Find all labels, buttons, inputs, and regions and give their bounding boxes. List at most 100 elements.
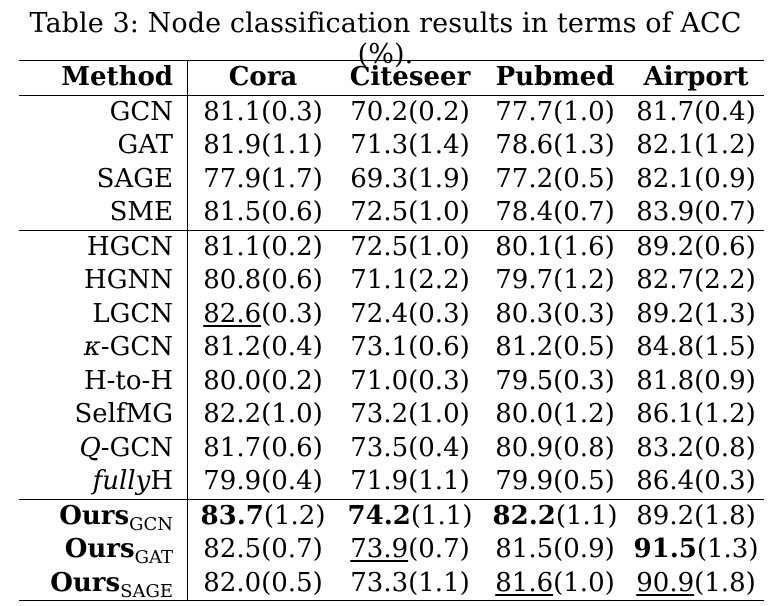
pubmed-cell: 82.2(1.1): [482, 499, 628, 533]
pubmed-cell: 77.7(1.0): [495, 96, 615, 127]
citeseer-cell: 73.1(0.6): [350, 332, 470, 362]
method-cell: SelfMG: [19, 398, 188, 432]
method-cell: OursSAGE: [19, 566, 188, 602]
best-value: 83.7: [200, 500, 264, 531]
cora-cell: 82.0(0.5): [203, 567, 323, 598]
pubmed-cell: 78.4(0.7): [495, 197, 615, 227]
cora-cell: 82.6(0.3): [188, 298, 339, 332]
method-suffix: -GCN: [100, 332, 173, 362]
std-value: (1.0): [553, 567, 615, 598]
second-best-value: 81.6: [495, 567, 554, 598]
table-row: Q-GCN 81.7(0.6) 73.5(0.4) 80.9(0.8) 83.2…: [19, 431, 764, 465]
citeseer-cell: 74.2(1.1): [338, 499, 482, 533]
best-value: 74.2: [347, 500, 411, 531]
pubmed-cell: 79.7(1.2): [495, 265, 615, 295]
pubmed-cell: 79.9(0.5): [495, 466, 615, 496]
cora-cell: 81.2(0.4): [203, 332, 323, 362]
airport-cell: 82.1(0.9): [636, 163, 756, 194]
std-value: (1.2): [263, 500, 326, 531]
second-best-value: 90.9: [636, 567, 695, 598]
table-row: SAGE 77.9(1.7) 69.3(1.9) 77.2(0.5) 82.1(…: [19, 162, 764, 196]
citeseer-cell: 70.2(0.2): [350, 96, 470, 127]
header-pubmed: Pubmed: [495, 62, 615, 92]
pubmed-cell: 80.0(1.2): [495, 399, 615, 429]
citeseer-cell: 73.9(0.7): [338, 533, 482, 567]
header-cora: Cora: [228, 62, 298, 92]
pubmed-cell: 81.6(1.0): [482, 567, 628, 601]
method-cell: fullyH: [19, 465, 188, 499]
cora-cell: 80.8(0.6): [203, 265, 323, 295]
method-subscript: GAT: [134, 547, 173, 568]
method-symbol: Q: [79, 432, 101, 463]
method-cell: SME: [19, 196, 188, 230]
best-value: 91.5: [633, 534, 697, 564]
airport-cell: 89.2(0.6): [636, 231, 756, 262]
airport-cell: 89.2(1.8): [636, 500, 756, 531]
cora-cell: 81.1(0.3): [203, 96, 323, 127]
airport-cell: 86.4(0.3): [636, 466, 756, 496]
airport-cell: 83.9(0.7): [636, 197, 756, 227]
table-row: HGCN 81.1(0.2) 72.5(1.0) 80.1(1.6) 89.2(…: [19, 230, 764, 264]
method-cell: OursGCN: [19, 499, 188, 533]
airport-cell: 83.2(0.8): [636, 432, 756, 463]
std-value: (0.7): [408, 534, 470, 564]
cora-cell: 82.5(0.7): [203, 534, 323, 564]
pubmed-cell: 81.5(0.9): [495, 534, 615, 564]
airport-cell: 86.1(1.2): [636, 399, 756, 429]
std-value: (1.1): [410, 500, 473, 531]
airport-cell: 81.8(0.9): [636, 365, 756, 396]
cora-cell: 77.9(1.7): [203, 163, 323, 194]
airport-cell: 89.2(1.3): [636, 298, 756, 329]
pubmed-cell: 77.2(0.5): [495, 163, 615, 194]
pubmed-cell: 81.2(0.5): [495, 332, 615, 362]
method-name: Ours: [50, 567, 121, 598]
citeseer-cell: 72.5(1.0): [350, 197, 470, 227]
method-subscript: SAGE: [120, 580, 173, 602]
method-name: Ours: [59, 500, 130, 531]
table-row: fullyH 79.9(0.4) 71.9(1.1) 79.9(0.5) 86.…: [19, 465, 764, 499]
citeseer-cell: 73.5(0.4): [350, 432, 470, 463]
cora-cell: 81.1(0.2): [203, 231, 323, 262]
pubmed-cell: 79.5(0.3): [495, 365, 615, 396]
std-value: (1.1): [555, 500, 618, 531]
cora-cell: 82.2(1.0): [203, 399, 323, 429]
method-cell: OursGAT: [19, 533, 188, 567]
airport-cell: 82.1(1.2): [636, 130, 756, 160]
airport-cell: 90.9(1.8): [628, 567, 764, 601]
table-row: HGNN 80.8(0.6) 71.1(2.2) 79.7(1.2) 82.7(…: [19, 264, 764, 298]
table-row: H-to-H 80.0(0.2) 71.0(0.3) 79.5(0.3) 81.…: [19, 364, 764, 398]
cora-cell: 81.7(0.6): [203, 432, 323, 463]
citeseer-cell: 73.3(1.1): [350, 567, 470, 598]
pubmed-cell: 78.6(1.3): [495, 130, 615, 160]
table-row: GCN 81.1(0.3) 70.2(0.2) 77.7(1.0) 81.7(0…: [19, 95, 764, 129]
std-value: (1.8): [694, 567, 756, 598]
method-suffix: H: [150, 466, 173, 496]
method-cell: Q-GCN: [19, 431, 188, 465]
table-row: SelfMG 82.2(1.0) 73.2(1.0) 80.0(1.2) 86.…: [19, 398, 764, 432]
cora-cell: 79.9(0.4): [203, 466, 323, 496]
airport-cell: 82.7(2.2): [636, 265, 756, 295]
airport-cell: 84.8(1.5): [636, 332, 756, 362]
citeseer-cell: 71.0(0.3): [350, 365, 470, 396]
citeseer-cell: 72.4(0.3): [350, 298, 470, 329]
method-cell: LGCN: [19, 297, 188, 331]
table-row: SME 81.5(0.6) 72.5(1.0) 78.4(0.7) 83.9(0…: [19, 196, 764, 230]
method-italic-prefix: fully: [92, 466, 151, 496]
method-cell: κ-GCN: [19, 331, 188, 365]
results-table: Method Cora Citeseer Pubmed Airport GCN …: [19, 60, 764, 601]
cora-cell: 83.7(1.2): [188, 499, 339, 533]
table-row: κ-GCN 81.2(0.4) 73.1(0.6) 81.2(0.5) 84.8…: [19, 331, 764, 365]
table-row: OursGCN 83.7(1.2) 74.2(1.1) 82.2(1.1) 89…: [19, 499, 764, 533]
method-name: Ours: [64, 534, 135, 564]
method-cell: HGCN: [19, 230, 188, 264]
citeseer-cell: 73.2(1.0): [350, 399, 470, 429]
citeseer-cell: 71.1(2.2): [350, 265, 470, 295]
cora-cell: 80.0(0.2): [203, 365, 323, 396]
method-symbol: κ: [83, 332, 101, 362]
header-method: Method: [19, 60, 188, 95]
cora-cell: 81.9(1.1): [203, 130, 323, 160]
method-subscript: GCN: [129, 513, 173, 535]
citeseer-cell: 71.9(1.1): [350, 466, 470, 496]
header-airport: Airport: [643, 62, 749, 92]
std-value: (1.3): [696, 534, 759, 564]
